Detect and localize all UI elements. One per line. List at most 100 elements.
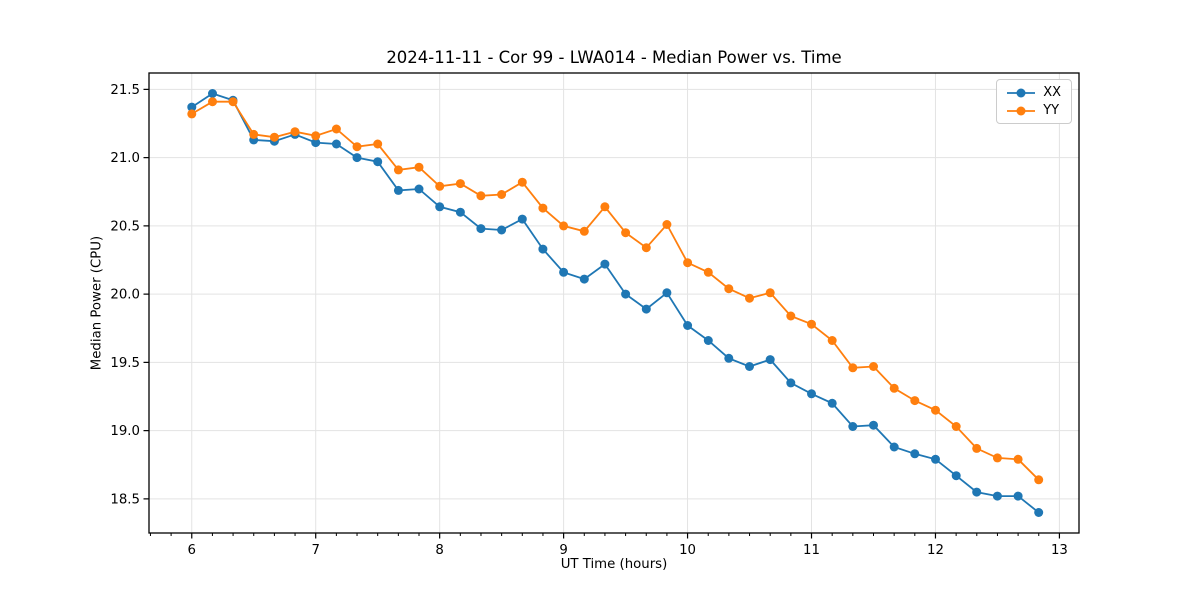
- data-point: [414, 184, 424, 194]
- data-point: [765, 355, 775, 365]
- data-point: [992, 491, 1002, 501]
- y-tick-label: 19.0: [110, 424, 140, 439]
- data-point: [745, 362, 754, 371]
- data-point: [745, 293, 754, 303]
- data-point: [331, 139, 341, 149]
- x-tick-label: 9: [559, 543, 567, 558]
- data-point: [331, 124, 341, 134]
- y-axis-label: Median Power (CPU): [89, 235, 105, 371]
- data-point: [435, 181, 445, 191]
- data-point: [1013, 491, 1023, 501]
- data-point: [497, 225, 507, 235]
- y-tick-label: 21.0: [110, 151, 140, 166]
- data-point: [662, 220, 672, 229]
- data-point: [538, 244, 548, 254]
- data-point: [187, 109, 197, 119]
- x-tick-label: 7: [311, 543, 319, 558]
- data-point: [724, 284, 734, 294]
- data-point: [848, 422, 858, 431]
- data-point: [311, 138, 321, 148]
- data-point: [208, 89, 217, 98]
- data-point: [931, 405, 940, 415]
- data-point: [910, 449, 920, 459]
- data-point: [807, 319, 816, 329]
- legend-item-yy: YY: [1006, 103, 1061, 118]
- data-point: [641, 304, 651, 314]
- data-point: [393, 165, 403, 175]
- data-point: [703, 336, 713, 345]
- data-point: [538, 203, 548, 213]
- data-point: [703, 267, 713, 277]
- data-point: [559, 267, 569, 277]
- x-axis-label: UT Time (hours): [560, 557, 668, 572]
- data-point: [373, 157, 383, 167]
- data-point: [765, 288, 775, 298]
- data-point: [910, 396, 920, 406]
- x-tick-label: 6: [188, 543, 196, 558]
- x-tick-label: 8: [435, 543, 443, 558]
- data-point: [517, 214, 527, 224]
- chart-title: 2024-11-11 - Cor 99 - LWA014 - Median Po…: [386, 48, 842, 67]
- legend-label-yy: YY: [1043, 103, 1060, 118]
- data-point: [951, 422, 961, 431]
- y-tick-label: 21.5: [110, 83, 140, 98]
- x-tick-label: 13: [1051, 543, 1068, 558]
- data-point: [827, 398, 837, 408]
- data-point: [497, 190, 507, 199]
- y-tick-label: 18.5: [110, 492, 140, 507]
- data-point: [455, 207, 465, 217]
- data-point: [414, 162, 424, 172]
- data-point: [228, 97, 238, 107]
- y-tick-label: 20.5: [110, 219, 140, 234]
- x-tick-label: 12: [927, 543, 944, 558]
- data-point: [848, 363, 858, 373]
- data-point: [621, 228, 631, 238]
- data-point: [517, 177, 527, 187]
- x-tick-label: 10: [679, 543, 696, 558]
- axes-spines: [148, 72, 1080, 534]
- data-point: [373, 139, 383, 149]
- data-point: [1034, 475, 1044, 485]
- legend-marker-yy: [1007, 106, 1036, 115]
- data-point: [187, 102, 197, 112]
- data-point: [290, 127, 300, 137]
- legend-label-xx: XX: [1043, 85, 1061, 100]
- data-point: [683, 321, 693, 330]
- data-point: [972, 487, 982, 497]
- series-yy: [187, 97, 1044, 485]
- data-point: [311, 131, 321, 141]
- data-point: [641, 243, 651, 253]
- data-point: [352, 142, 362, 152]
- data-point: [951, 471, 961, 481]
- data-point: [869, 362, 878, 371]
- data-point: [786, 378, 796, 388]
- data-point: [352, 153, 362, 163]
- data-point: [827, 336, 837, 345]
- data-point: [786, 311, 796, 321]
- series-xx-line: [191, 92, 1040, 514]
- y-tick-label: 20.0: [110, 288, 140, 303]
- data-point: [579, 274, 589, 284]
- data-point: [476, 191, 486, 201]
- data-point: [476, 224, 486, 234]
- data-point: [807, 389, 816, 399]
- axis-ticks: 6 7 8 9 10 11 12 13 18.5 19.0 19.5 20.0 20.5 21.0 21.5: [110, 83, 1067, 558]
- data-point: [1034, 508, 1044, 517]
- data-point: [249, 129, 259, 139]
- data-point: [600, 202, 610, 212]
- data-point: [683, 258, 693, 268]
- data-point: [393, 185, 403, 195]
- data-point: [579, 226, 589, 236]
- data-point: [600, 259, 610, 269]
- legend-item-xx: XX: [1006, 85, 1061, 100]
- data-point: [869, 420, 878, 430]
- data-point: [992, 453, 1002, 463]
- legend: XX YY: [996, 79, 1072, 124]
- y-tick-label: 19.5: [110, 356, 140, 371]
- data-point: [931, 454, 940, 464]
- grid-lines: [149, 73, 1079, 533]
- data-point: [1013, 454, 1023, 464]
- data-point: [972, 443, 982, 453]
